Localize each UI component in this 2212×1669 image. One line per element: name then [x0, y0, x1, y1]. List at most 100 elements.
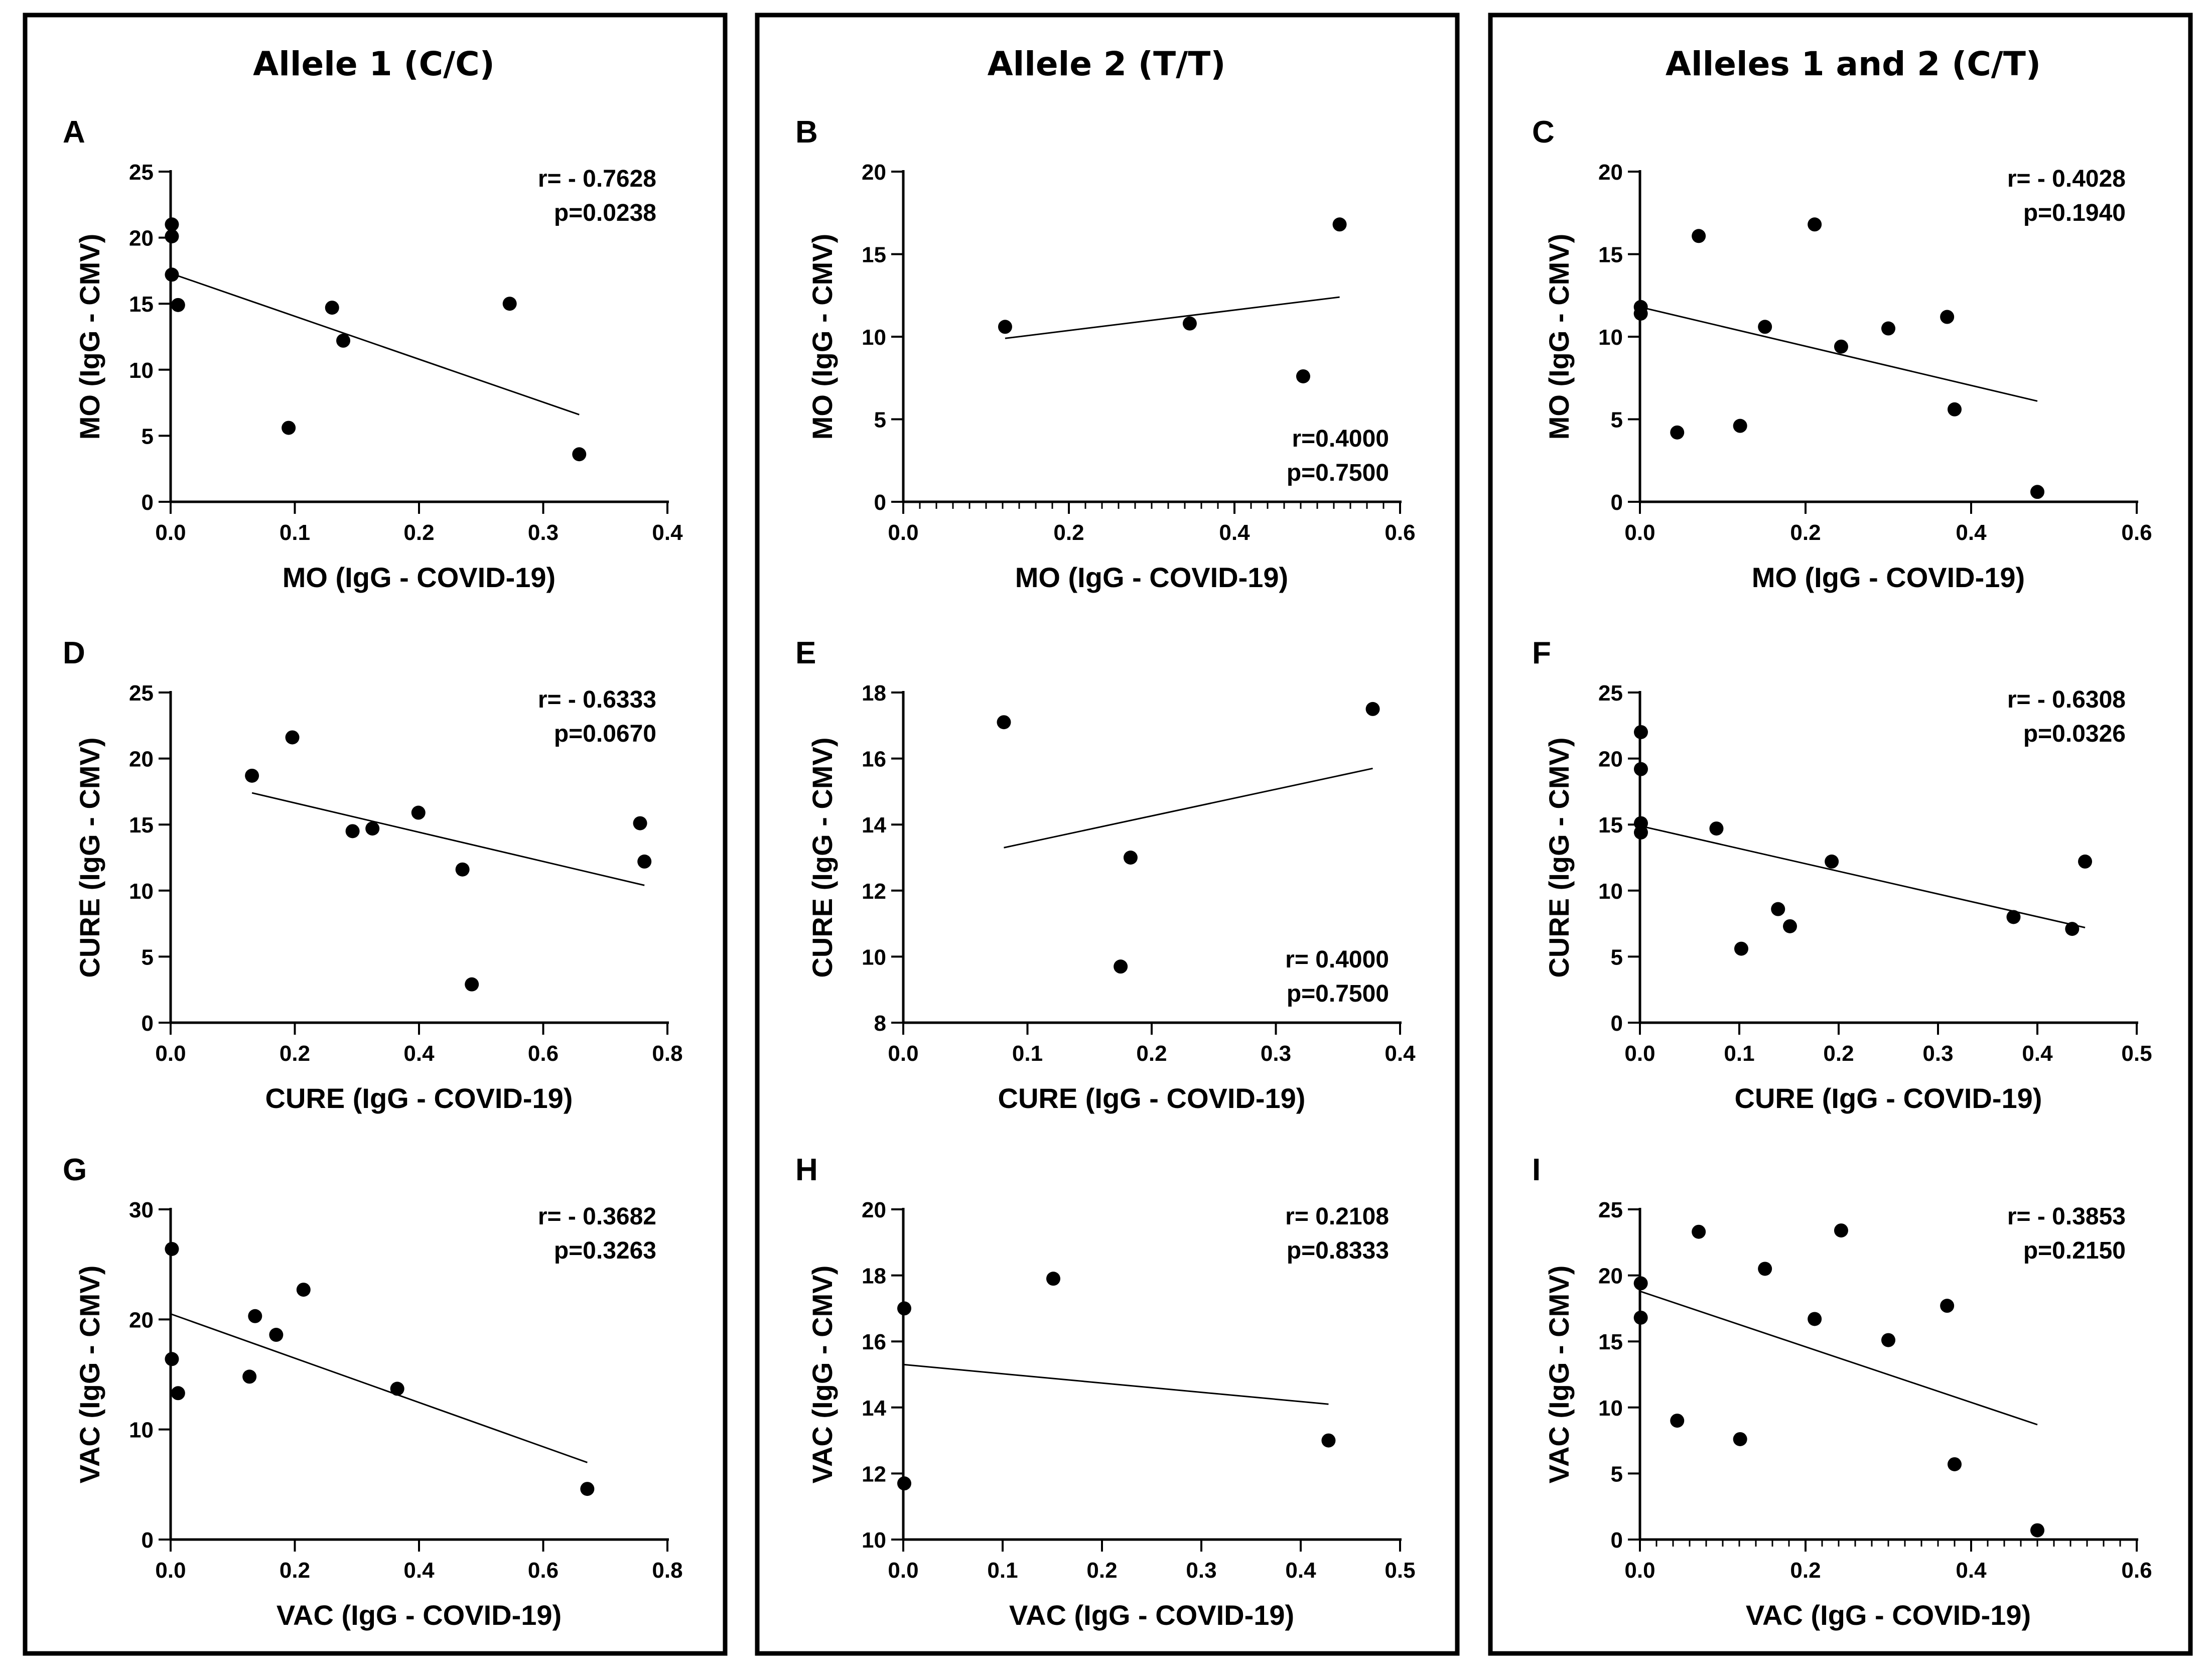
trend-line-i: [1639, 1290, 2038, 1426]
data-point-h: [1321, 1433, 1336, 1448]
column-title-allele-1: Allele 1 (C/C): [253, 45, 495, 83]
data-point-f: [1771, 902, 1785, 916]
x-tick-label-e: 0.4: [1385, 1041, 1416, 1066]
trend-line-a: [170, 272, 580, 415]
y-tick-label-e: 12: [862, 879, 886, 904]
data-point-c: [1948, 402, 1962, 416]
x-tick-label-f: 0.1: [1724, 1041, 1754, 1066]
y-tick-label-a: 0: [142, 490, 154, 515]
y-tick-label-d: 0: [142, 1011, 154, 1036]
panel-letter-g: G: [63, 1153, 87, 1187]
data-point-b: [1332, 217, 1347, 232]
data-point-f: [2006, 910, 2021, 924]
x-tick-label-c: 0.6: [2121, 520, 2152, 545]
y-tick-label-g: 30: [129, 1198, 154, 1222]
data-point-g: [171, 1386, 185, 1401]
y-tick-label-c: 15: [1598, 243, 1623, 267]
x-tick-label-d: 0.0: [155, 1041, 186, 1066]
r-value-i: r= - 0.3853: [2007, 1203, 2126, 1230]
panel-letter-i: I: [1532, 1153, 1541, 1187]
data-point-b: [1296, 369, 1310, 383]
y-tick-label-i: 15: [1598, 1330, 1623, 1354]
data-point-d: [455, 862, 470, 877]
x-tick-label-g: 0.2: [280, 1558, 310, 1583]
data-point-i: [1633, 1310, 1648, 1325]
panel-letter-f: F: [1532, 636, 1551, 670]
data-point-e: [1114, 959, 1128, 974]
data-point-f: [1825, 854, 1839, 869]
data-point-d: [633, 816, 647, 830]
x-axis-title-b: MO (IgG - COVID-19): [1015, 562, 1288, 593]
data-point-d: [637, 854, 652, 869]
data-point-f: [1734, 941, 1748, 956]
panel-a: A 0.0 0.1 0.2 0.3 0.4 0 5 10 15 20 25 MO (IgG - COVI…: [63, 115, 683, 593]
trend-line-e: [1004, 767, 1373, 849]
x-tick-label-f: 0.0: [1624, 1041, 1655, 1066]
p-value-b: p=0.7500: [1287, 460, 1389, 486]
data-point-c: [1834, 339, 1848, 354]
y-tick-label-f: 15: [1598, 813, 1623, 838]
y-tick-label-f: 5: [1611, 945, 1623, 969]
x-tick-label-i: 0.6: [2121, 1558, 2152, 1583]
data-point-i: [1940, 1299, 1955, 1313]
x-axis-title-h: VAC (IgG - COVID-19): [1009, 1599, 1294, 1631]
panel-f: F 0.0 0.1 0.2 0.3 0.4 0.5 0 5 10 15 20 25 CURE (IgG -…: [1532, 636, 2152, 1114]
data-point-a: [165, 217, 179, 232]
panel-letter-d: D: [63, 636, 85, 670]
y-axis-title-a: MO (IgG - CMV): [74, 234, 105, 440]
data-point-a: [502, 297, 517, 311]
x-tick-label-c: 0.2: [1790, 520, 1821, 545]
x-tick-label-d: 0.8: [652, 1041, 682, 1066]
x-axis-title-i: VAC (IgG - COVID-19): [1746, 1599, 2031, 1631]
data-point-g: [390, 1381, 404, 1396]
data-point-a: [165, 229, 179, 243]
x-tick-label-h: 0.5: [1385, 1558, 1415, 1583]
trend-line-g: [170, 1313, 588, 1463]
y-tick-label-g: 0: [142, 1528, 154, 1553]
y-tick-label-h: 14: [862, 1396, 886, 1421]
data-point-e: [1365, 702, 1380, 716]
y-tick-label-f: 10: [1598, 879, 1623, 904]
data-point-i: [1633, 1276, 1648, 1291]
y-tick-label-c: 10: [1598, 325, 1623, 350]
x-tick-label-e: 0.2: [1136, 1041, 1167, 1066]
data-point-b: [998, 320, 1012, 334]
data-point-d: [285, 730, 300, 745]
r-value-d: r= - 0.6333: [538, 686, 656, 713]
y-axis-title-b: MO (IgG - CMV): [806, 234, 838, 440]
p-value-g: p=0.3263: [554, 1237, 656, 1264]
y-tick-label-e: 16: [862, 747, 886, 772]
panel-g: G 0.0 0.2 0.4 0.6 0.8 0 10 20 30 VAC (IgG - COVID-…: [63, 1153, 683, 1631]
data-point-c: [1808, 217, 1822, 232]
y-tick-label-f: 20: [1598, 747, 1623, 772]
y-tick-label-a: 10: [129, 358, 154, 383]
data-point-f: [2065, 922, 2080, 936]
x-tick-label-i: 0.2: [1790, 1558, 1821, 1583]
x-tick-label-d: 0.6: [528, 1041, 559, 1066]
x-tick-label-c: 0.4: [1956, 520, 1987, 545]
x-tick-label-g: 0.0: [155, 1558, 186, 1583]
x-tick-label-a: 0.1: [280, 520, 310, 545]
data-point-d: [245, 768, 259, 783]
x-tick-label-i: 0.0: [1624, 1558, 1655, 1583]
x-tick-label-h: 0.3: [1186, 1558, 1216, 1583]
y-tick-label-b: 20: [862, 160, 886, 185]
y-tick-label-e: 14: [862, 813, 886, 838]
y-axis-title-e: CURE (IgG - CMV): [806, 737, 838, 978]
y-axis-title-d: CURE (IgG - CMV): [74, 737, 105, 978]
column-frame-allele-1: [23, 13, 728, 1656]
y-tick-label-i: 0: [1611, 1528, 1623, 1553]
data-point-c: [1670, 425, 1685, 440]
r-value-b: r=0.4000: [1292, 426, 1389, 452]
x-tick-label-f: 0.3: [1922, 1041, 1953, 1066]
p-value-f: p=0.0326: [2023, 721, 2126, 747]
y-axis-title-i: VAC (IgG - CMV): [1543, 1266, 1575, 1483]
data-point-c: [2030, 485, 2044, 499]
x-tick-label-i: 0.4: [1956, 1558, 1987, 1583]
data-point-c: [1758, 320, 1772, 334]
y-tick-label-e: 8: [874, 1011, 886, 1036]
panel-letter-h: H: [795, 1153, 818, 1187]
y-tick-label-a: 20: [129, 226, 154, 251]
trend-line-h: [903, 1363, 1329, 1405]
x-tick-label-b: 0.6: [1385, 520, 1415, 545]
